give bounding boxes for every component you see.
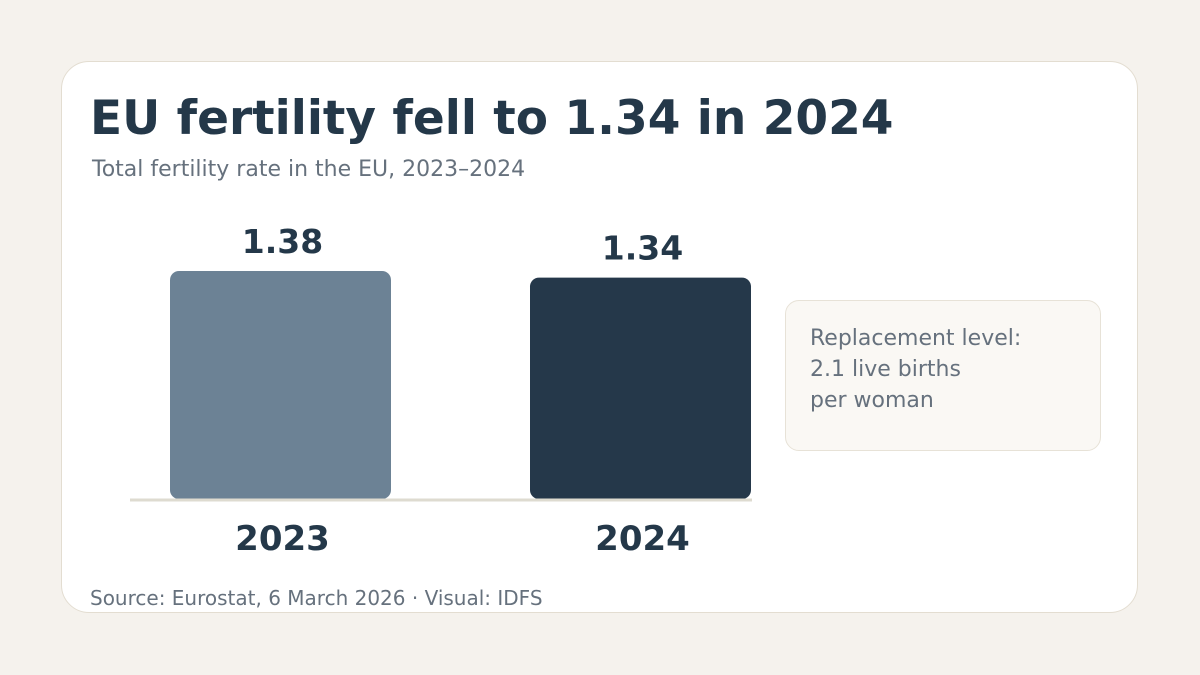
- note-line-2: 2.1 live births: [810, 357, 961, 382]
- bar-2024: [530, 277, 751, 499]
- replacement-level-note: Replacement level: 2.1 live births per w…: [785, 300, 1101, 451]
- bar-group-2023: 1.38 2023: [170, 222, 391, 559]
- x-tick-label-2024: 2024: [595, 519, 690, 559]
- chart-subtitle: Total fertility rate in the EU, 2023–202…: [92, 157, 526, 182]
- note-line-3: per woman: [810, 388, 934, 413]
- source-credit: Source: Eurostat, 6 March 2026 · Visual:…: [90, 586, 543, 610]
- data-label-2024: 1.34: [602, 229, 683, 268]
- bar-group-2024: 1.34 2024: [530, 229, 751, 559]
- x-tick-label-2023: 2023: [235, 519, 330, 559]
- chart-title: EU fertility fell to 1.34 in 2024: [90, 91, 894, 146]
- data-label-2023: 1.38: [242, 222, 323, 261]
- note-line-1: Replacement level:: [810, 326, 1022, 351]
- bar-2023: [170, 271, 391, 499]
